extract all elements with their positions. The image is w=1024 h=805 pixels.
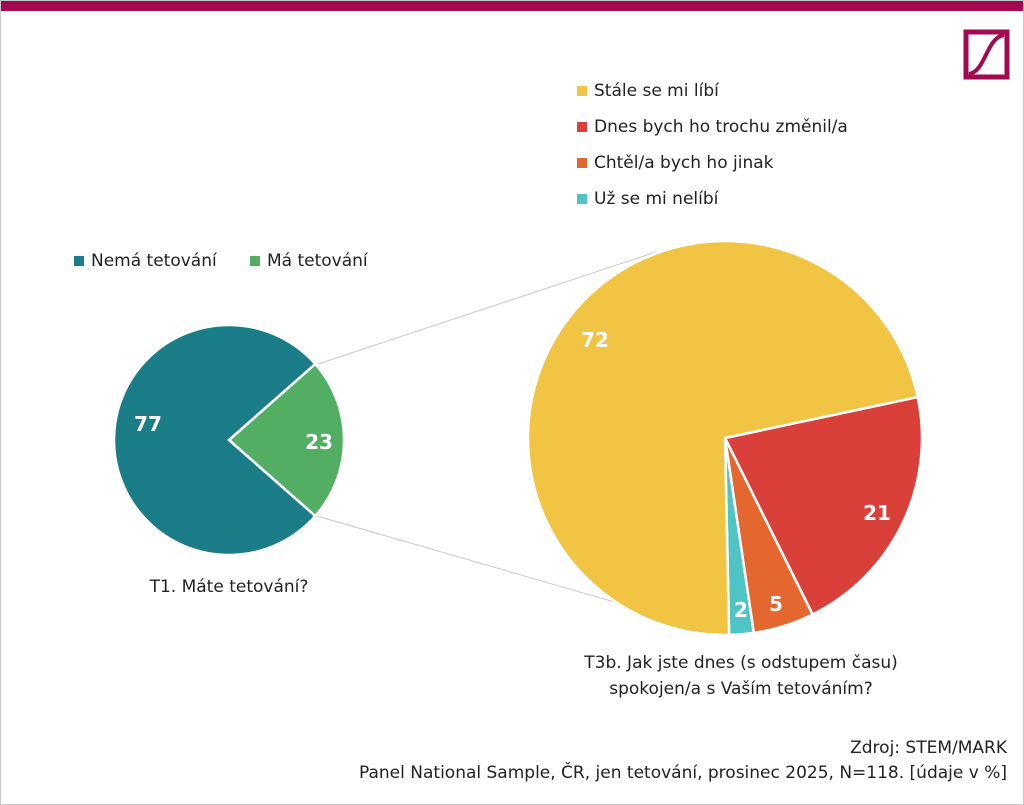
data-label: 2 <box>734 598 748 622</box>
connector-line-top <box>317 251 657 365</box>
legend-label: Má tetování <box>267 251 369 271</box>
source-line2: Panel National Sample, ČR, jen tetování,… <box>359 763 1007 783</box>
legend-label: Dnes bych ho trochu změnil/a <box>594 117 848 137</box>
title-t3b-line1: T3b. Jak jste dnes (s odstupem času) <box>583 653 898 673</box>
legend-label: Stále se mi líbí <box>594 81 720 101</box>
legend-t1: Nemá tetování Má tetování <box>74 251 369 271</box>
source-line1: Zdroj: STEM/MARK <box>850 738 1007 758</box>
title-t3b-line2: spokojen/a s Vaším tetováním? <box>609 679 872 699</box>
pie-slice <box>227 362 346 518</box>
legend-swatch <box>577 194 587 204</box>
legend-label: Už se mi nelíbí <box>594 189 720 209</box>
data-label: 72 <box>581 328 609 352</box>
logo-icon <box>963 29 1010 80</box>
legend-label: Chtěl/a bych ho jinak <box>594 153 774 173</box>
legend-swatch <box>577 86 587 96</box>
pie-t1: 23 77 <box>112 323 346 557</box>
data-label: 5 <box>769 592 783 616</box>
data-label: 23 <box>305 430 333 454</box>
legend-swatch <box>577 158 587 168</box>
pie-slice <box>526 239 920 637</box>
top-bar <box>1 1 1023 11</box>
legend-swatch <box>577 122 587 132</box>
pie-slice <box>112 323 318 557</box>
legend-swatch <box>250 256 260 266</box>
legend-swatch <box>74 256 84 266</box>
title-t1: T1. Máte tetování? <box>149 577 309 597</box>
legend-label: Nemá tetování <box>91 251 218 271</box>
pie-slice <box>723 395 924 617</box>
legend-t3b: Stále se mi líbí Dnes bych ho trochu změn… <box>577 81 848 209</box>
data-label: 77 <box>134 412 162 436</box>
pie-t3b: 21 52 72 <box>526 239 924 637</box>
data-label: 21 <box>863 501 891 525</box>
